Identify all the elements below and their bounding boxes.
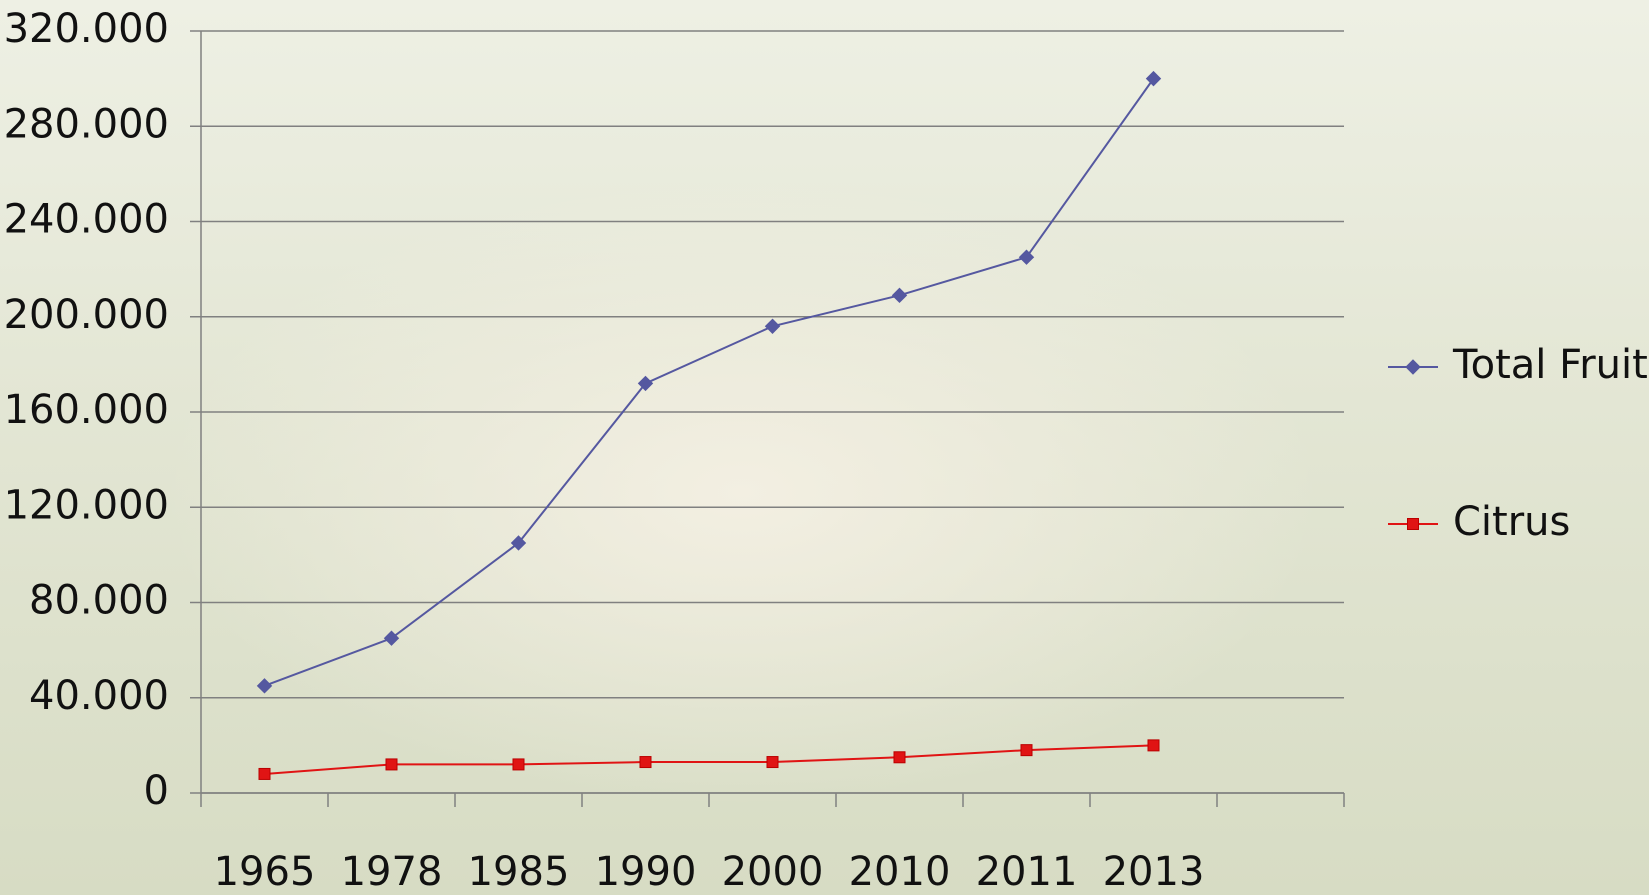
x-tick-label: 2010 <box>849 849 951 895</box>
y-tick-label: 240.000 <box>4 197 169 243</box>
data-point <box>764 318 781 334</box>
y-tick-label: 320.000 <box>4 6 169 52</box>
y-tick-label: 280.000 <box>4 101 169 147</box>
y-tick-label: 120.000 <box>4 482 169 528</box>
x-tick-label: 1990 <box>595 849 697 895</box>
series-line <box>264 78 1155 687</box>
data-point <box>1407 518 1419 530</box>
y-tick-label: 40.000 <box>29 673 169 719</box>
x-tick-label: 2011 <box>976 849 1078 895</box>
legend-item: Total Fruit <box>1388 342 1648 388</box>
y-tick-label: 80.000 <box>29 578 169 624</box>
x-tick-label: 1985 <box>468 849 570 895</box>
legend-label: Citrus <box>1453 499 1570 545</box>
data-point <box>1020 744 1033 757</box>
data-point <box>1018 249 1035 265</box>
data-point <box>385 758 398 771</box>
data-point <box>510 535 527 551</box>
data-point <box>1405 359 1421 375</box>
data-point <box>383 630 400 646</box>
series-line <box>264 744 1154 775</box>
y-tick-label: 0 <box>144 768 169 814</box>
data-point <box>256 678 273 694</box>
x-tick-label: 2013 <box>1103 849 1205 895</box>
data-point <box>891 287 908 304</box>
y-tick-label: 160.000 <box>4 387 169 433</box>
data-point <box>766 756 779 769</box>
data-point <box>512 758 525 771</box>
data-point <box>637 375 654 392</box>
x-tick-label: 1965 <box>214 849 316 895</box>
data-point <box>258 767 271 780</box>
x-tick-label: 1978 <box>341 849 443 895</box>
y-tick-label: 200.000 <box>4 292 169 338</box>
plot-area: 0 40.000 80.000 120.000 160.000 200.000 240.00… <box>4 6 1648 895</box>
data-point <box>893 751 906 764</box>
data-point <box>1145 70 1162 87</box>
legend-label: Total Fruit <box>1452 342 1648 388</box>
legend-item: Citrus <box>1388 499 1570 545</box>
data-point <box>1147 739 1160 752</box>
x-tick-label: 2000 <box>722 849 824 895</box>
legend: Total Fruit Citrus <box>1388 342 1648 545</box>
data-point <box>639 756 652 769</box>
